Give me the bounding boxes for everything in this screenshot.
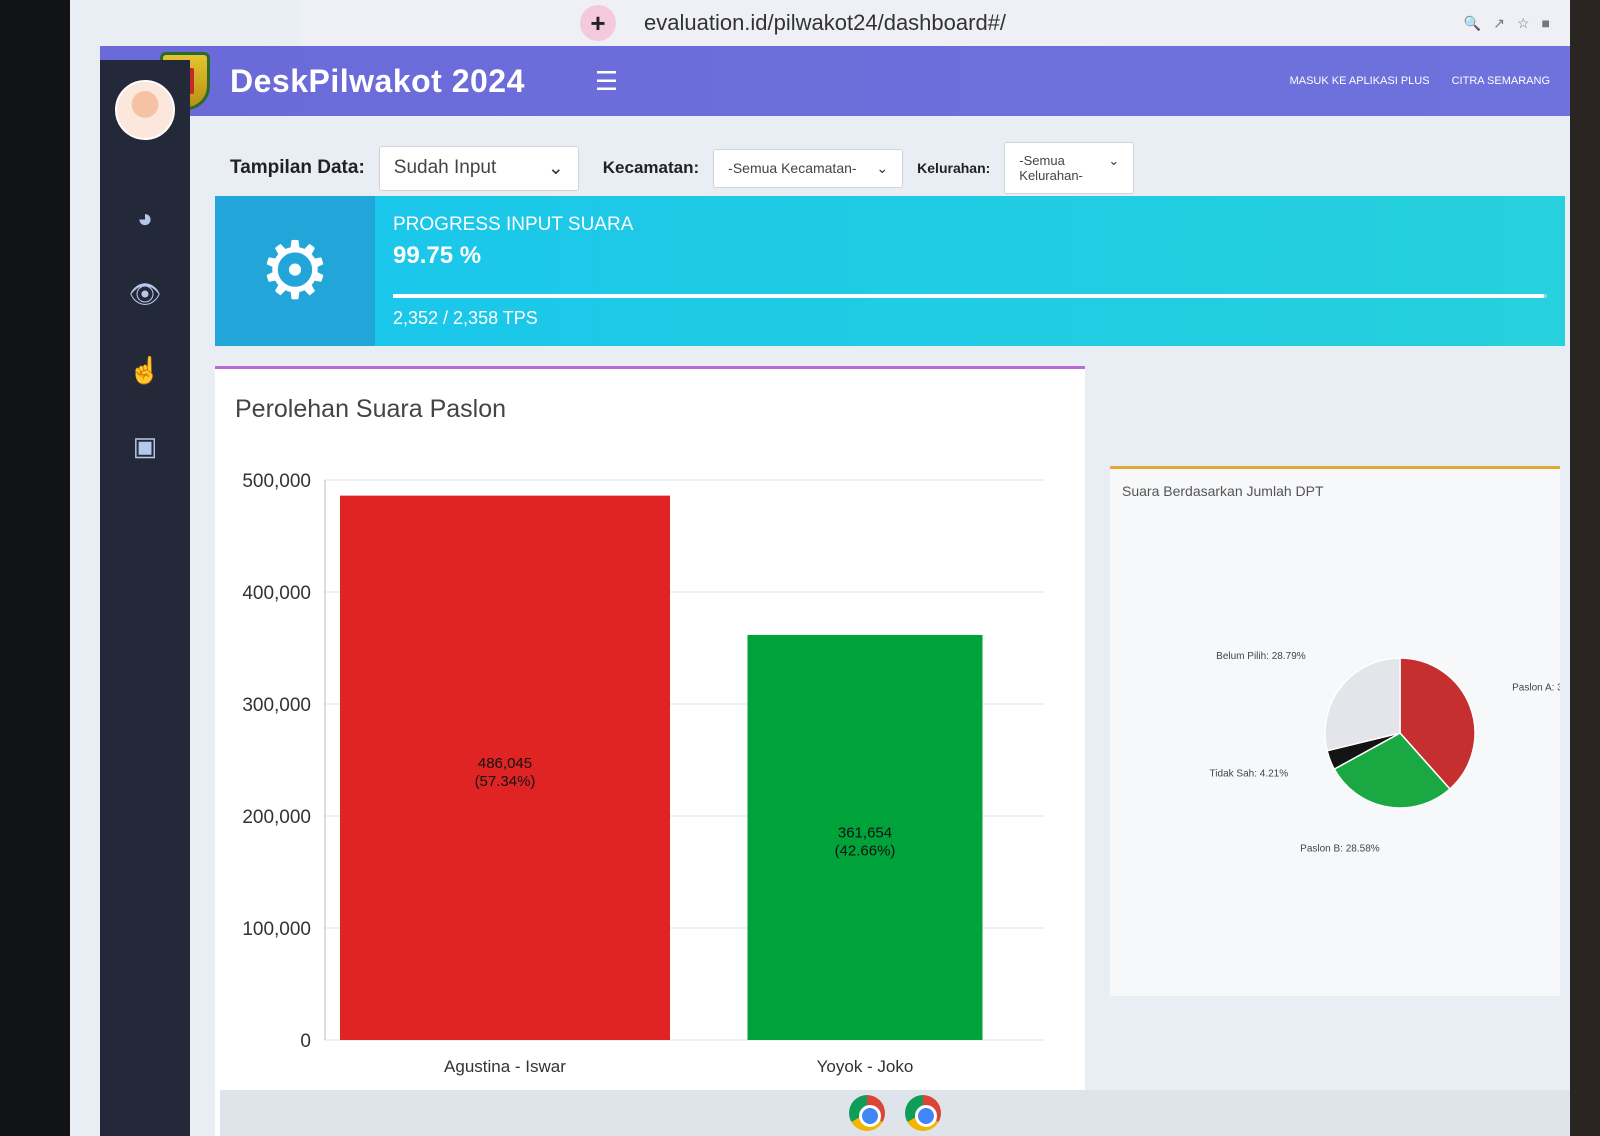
hamburger-icon[interactable]: ☰ [594,65,619,96]
sidebar: ◕ 👁 ☝ ▣ [100,60,190,1136]
bar-value-label: 486,045 [478,755,532,772]
main-content: Tampilan Data: Sudah Input ⌄ Kecamatan: … [190,116,1570,1136]
avatar[interactable] [115,80,175,140]
kelurahan-value: -Semua Kelurahan- [1019,153,1083,183]
chevron-down-icon: ⌄ [1108,153,1120,168]
app-title: DeskPilwakot 2024 [230,62,525,99]
kecamatan-select[interactable]: -Semua Kecamatan- ⌄ [713,148,904,188]
pie-slice [1399,657,1476,791]
tampilan-label: Tampilan Data: [230,157,365,178]
gear-box: ⚙ [215,196,375,346]
kecamatan-label: Kecamatan: [602,158,700,177]
address-bar[interactable]: evaluation.id/pilwakot24/dashboard#/ [644,10,1007,35]
monitor-bezel-right [1570,0,1600,1136]
kelurahan-select[interactable]: -Semua Kelurahan- ⌄ [1004,142,1135,194]
chrome-icon[interactable] [905,1095,941,1131]
bar [747,634,983,1040]
browser-toolbar: 🔍 ↗ ☆ ■ [1464,15,1550,32]
pie-slice-label: Tidak Sah: 4.21% [1210,768,1289,779]
progress-track [393,294,1547,298]
new-tab-button[interactable]: + [580,5,616,41]
y-tick-label: 500,000 [242,471,311,492]
pie-slice-label: Paslon A: 38.42% [1512,682,1560,693]
y-tick-label: 0 [300,1031,311,1052]
screen: + evaluation.id/pilwakot24/dashboard#/ 🔍… [70,0,1570,1136]
hand-pointer-icon[interactable]: ☝ [128,355,162,385]
x-category-label: Yoyok - Joko [817,1057,914,1076]
filter-bar: Tampilan Data: Sudah Input ⌄ Kecamatan: … [230,142,1135,194]
progress-tps: 2,352 / 2,358 TPS [393,308,538,328]
bar-chart-panel: Perolehan Suara Paslon 0 100,000 200,000 30… [215,366,1085,1136]
chevron-down-icon: ⌄ [547,157,564,179]
dashboard-icon[interactable]: ◕ [137,203,153,233]
bar-value-label: 361,654 [838,824,892,841]
bar-chart-title: Perolehan Suara Paslon [235,395,507,423]
progress-title: PROGRESS INPUT SUARA [393,214,634,235]
share-icon[interactable]: ↗ [1493,14,1505,31]
pie-slice-label: Belum Pilih: 28.79% [1216,651,1306,662]
window-icon[interactable]: ▣ [132,431,158,461]
bar [340,495,670,1040]
pie-slice [1324,657,1401,752]
tampilan-select[interactable]: Sudah Input ⌄ [378,145,579,191]
bar-percent-label: (42.66%) [835,842,896,859]
y-tick-label: 400,000 [242,583,311,604]
pie-chart-title: Suara Berdasarkan Jumlah DPT [1122,483,1324,499]
gear-icon: ⚙ [259,226,331,315]
link-masuk-aplikasi[interactable]: MASUK KE APLIKASI PLUS [1289,75,1430,87]
y-tick-label: 300,000 [242,695,311,716]
pie-slice [1333,732,1451,809]
bar-chart: 0 100,000 200,000 300,000 400,000 500,000 486,… [242,471,1045,1076]
x-category-label: Agustina - Iswar [444,1057,566,1076]
progress-input-card: ⚙ PROGRESS INPUT SUARA 99.75 % 2,352 / 2… [215,196,1565,346]
progress-fill [393,294,1545,298]
progress-percent: 99.75 % [393,242,482,269]
eye-icon[interactable]: 👁 [128,279,162,309]
pie-chart-panel: Suara Berdasarkan Jumlah DPT Paslon A: 3… [1110,466,1570,996]
header-links: MASUK KE APLIKASI PLUS CITRA SEMARANG [1290,75,1550,87]
progress-body: PROGRESS INPUT SUARA 99.75 % 2,352 / 2,3… [375,196,1565,346]
taskbar [220,1090,1570,1136]
kecamatan-value: -Semua Kecamatan- [728,159,857,176]
zoom-icon[interactable]: 🔍 [1463,14,1482,31]
pie-slice-label: Paslon B: 28.58% [1300,843,1380,854]
kelurahan-label: Kelurahan: [917,160,991,176]
extension-icon[interactable]: ■ [1541,14,1550,31]
chevron-down-icon: ⌄ [876,159,889,176]
pie-chart: Paslon A: 38.42% Paslon B: 28.58% Tidak Sa… [1210,651,1570,854]
y-tick-label: 100,000 [242,919,311,940]
chrome-icon[interactable] [849,1095,885,1131]
monitor-bezel-left [0,0,70,1136]
y-tick-label: 200,000 [242,807,311,828]
link-citra-semarang[interactable]: CITRA SEMARANG [1451,75,1550,87]
app-header: DeskPilwakot 2024 ☰ MASUK KE APLIKASI PL… [100,46,1570,116]
tampilan-value: Sudah Input [393,156,497,178]
browser-url-bar: + evaluation.id/pilwakot24/dashboard#/ 🔍… [300,0,1570,46]
bar-percent-label: (57.34%) [475,773,536,790]
star-icon[interactable]: ☆ [1516,14,1530,31]
